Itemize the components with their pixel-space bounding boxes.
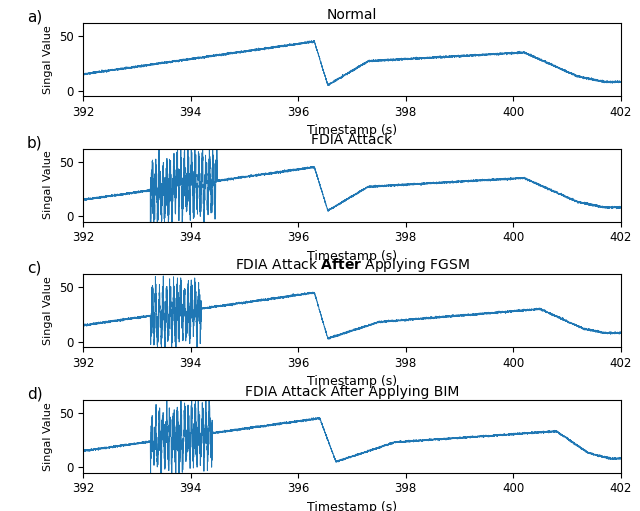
Title: Normal: Normal bbox=[327, 8, 377, 22]
Y-axis label: Singal Value: Singal Value bbox=[43, 25, 53, 94]
X-axis label: Timestamp (s): Timestamp (s) bbox=[307, 250, 397, 263]
Text: c): c) bbox=[27, 261, 41, 276]
X-axis label: Timestamp (s): Timestamp (s) bbox=[307, 124, 397, 137]
X-axis label: Timestamp (s): Timestamp (s) bbox=[307, 376, 397, 388]
Text: d): d) bbox=[27, 386, 42, 402]
X-axis label: Timestamp (s): Timestamp (s) bbox=[307, 501, 397, 511]
Title: FDIA Attack $\bf{After}$ Applying FGSM: FDIA Attack $\bf{After}$ Applying FGSM bbox=[234, 256, 470, 274]
Y-axis label: Singal Value: Singal Value bbox=[43, 151, 53, 219]
Text: b): b) bbox=[27, 135, 42, 150]
Y-axis label: Singal Value: Singal Value bbox=[43, 402, 53, 471]
Title: FDIA Attack: FDIA Attack bbox=[312, 133, 392, 147]
Text: a): a) bbox=[27, 10, 42, 25]
Title: FDIA Attack After Applying BIM: FDIA Attack After Applying BIM bbox=[245, 384, 459, 399]
Y-axis label: Singal Value: Singal Value bbox=[43, 276, 53, 345]
